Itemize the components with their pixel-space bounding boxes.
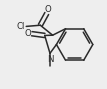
Text: O: O <box>24 29 31 38</box>
Text: O: O <box>45 5 51 15</box>
Text: Cl: Cl <box>17 22 25 31</box>
Text: N: N <box>47 55 53 64</box>
